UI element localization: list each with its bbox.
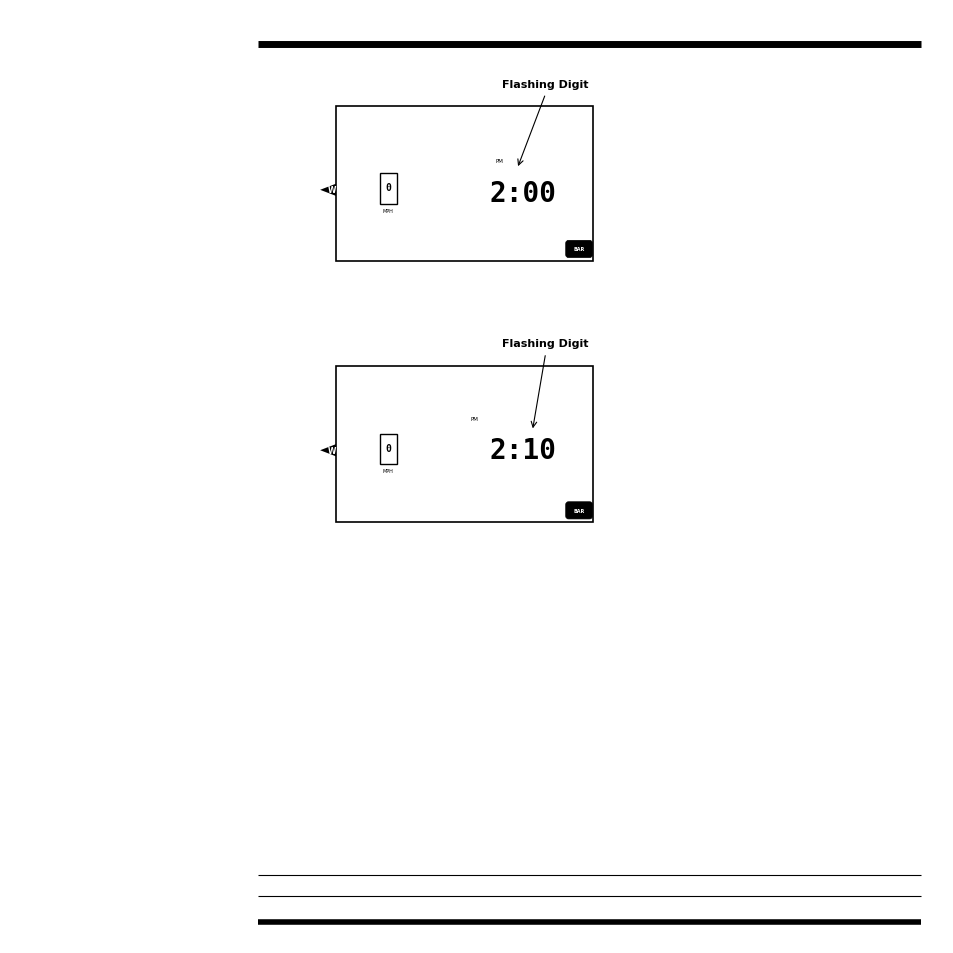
Text: BAR: BAR bbox=[573, 247, 584, 253]
Text: 2:00: 2:00 bbox=[489, 179, 556, 208]
FancyBboxPatch shape bbox=[565, 241, 592, 258]
Text: MPH: MPH bbox=[382, 469, 394, 474]
Bar bbox=[335, 367, 593, 522]
Text: 0: 0 bbox=[385, 183, 391, 193]
Text: S: S bbox=[385, 242, 391, 252]
FancyBboxPatch shape bbox=[565, 502, 592, 519]
Text: E: E bbox=[441, 186, 447, 195]
Text: BAR: BAR bbox=[573, 508, 584, 514]
Text: N: N bbox=[385, 130, 391, 139]
Text: 2:10: 2:10 bbox=[489, 436, 556, 465]
Text: MPH: MPH bbox=[382, 209, 394, 213]
Text: W: W bbox=[328, 446, 335, 456]
Polygon shape bbox=[376, 490, 399, 518]
Bar bbox=[379, 174, 396, 205]
Polygon shape bbox=[408, 211, 436, 238]
Polygon shape bbox=[340, 143, 368, 171]
Text: N: N bbox=[385, 390, 391, 399]
Text: PM: PM bbox=[470, 416, 477, 421]
Polygon shape bbox=[408, 143, 436, 171]
Polygon shape bbox=[427, 179, 456, 202]
Text: Flashing Digit: Flashing Digit bbox=[502, 80, 588, 90]
Text: 0: 0 bbox=[385, 443, 391, 454]
Polygon shape bbox=[376, 123, 399, 152]
Polygon shape bbox=[340, 403, 368, 431]
Polygon shape bbox=[408, 471, 436, 498]
Bar bbox=[379, 435, 396, 465]
Text: Flashing Digit: Flashing Digit bbox=[502, 339, 588, 349]
Polygon shape bbox=[340, 471, 368, 498]
Bar bbox=[335, 107, 593, 262]
Polygon shape bbox=[376, 383, 399, 412]
Text: W: W bbox=[328, 186, 335, 195]
Polygon shape bbox=[427, 439, 456, 462]
Text: PM: PM bbox=[496, 159, 503, 164]
Polygon shape bbox=[340, 211, 368, 238]
Polygon shape bbox=[320, 179, 349, 202]
Polygon shape bbox=[320, 439, 349, 462]
Polygon shape bbox=[408, 403, 436, 431]
Polygon shape bbox=[376, 230, 399, 258]
Text: S: S bbox=[385, 502, 391, 512]
Text: E: E bbox=[441, 446, 447, 456]
